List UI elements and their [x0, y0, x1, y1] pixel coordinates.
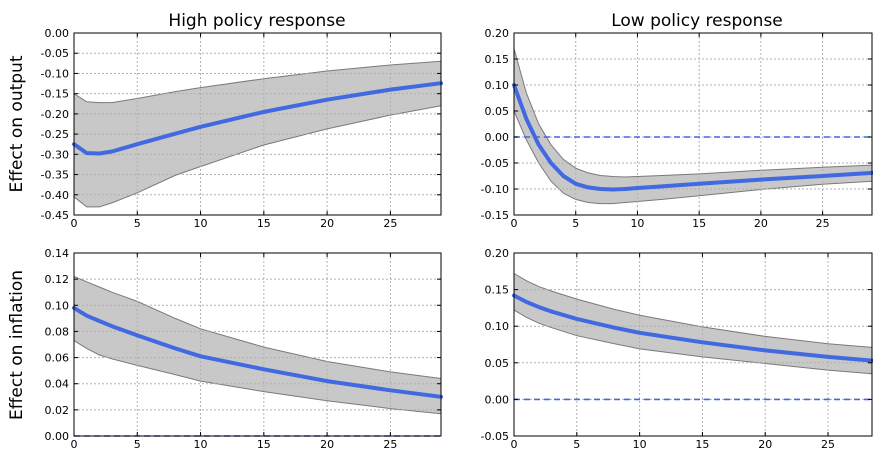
x-tick-label: 15 — [257, 217, 271, 230]
band-upper-edge — [73, 276, 442, 379]
x-tick-label: 5 — [573, 438, 580, 451]
y-tick-label: 0.20 — [485, 247, 510, 260]
col-title-low: Low policy response — [611, 11, 783, 31]
confidence-band — [74, 61, 441, 207]
x-tick-label: 0 — [511, 438, 518, 451]
x-tick-label: 15 — [257, 438, 271, 451]
y-tick-label: -0.05 — [481, 157, 509, 170]
x-tick-label: 15 — [692, 217, 706, 230]
panel-low-output: 0 5 10 15 20 25 -0.15 -0.10 -0.05 0.00 0.05 0.10 0.1… — [481, 27, 873, 230]
x-tick-label: 20 — [320, 217, 334, 230]
band-upper-edge — [513, 273, 873, 348]
y-tick-label: 0.02 — [45, 404, 70, 417]
row-label-output: Effect on output — [7, 55, 27, 192]
y-tick-label: -0.05 — [481, 430, 509, 443]
axes-frame — [513, 32, 873, 216]
x-tick-label: 10 — [194, 438, 208, 451]
series-line — [72, 305, 443, 399]
x-tick-label: 5 — [572, 217, 579, 230]
col-title-high: High policy response — [168, 11, 345, 31]
x-tick-label: 10 — [630, 217, 644, 230]
y-tick-label: -0.35 — [41, 169, 69, 182]
series-line — [512, 293, 873, 363]
band-lower-edge — [513, 309, 873, 375]
x-tick-label: 25 — [816, 217, 830, 230]
y-tick-label: -0.10 — [481, 183, 509, 196]
x-tick-label: 20 — [754, 217, 768, 230]
axes-frame — [513, 252, 873, 437]
panel-high-output: 0 5 10 15 20 25 -0.45 -0.40 -0.35 -0.30 -0.25 -0.20… — [41, 27, 443, 230]
y-tick-label: -0.45 — [41, 209, 69, 222]
y-tick-label: 0.15 — [485, 53, 510, 66]
y-tick-label: 0.00 — [45, 430, 70, 443]
y-tick-label: 0.14 — [45, 247, 70, 260]
y-tick-label: -0.20 — [41, 108, 69, 121]
x-tick-label: 25 — [383, 438, 397, 451]
series-line — [512, 83, 873, 192]
confidence-band — [514, 273, 872, 374]
y-tick-label: 0.00 — [485, 131, 510, 144]
y-tick-label: 0.10 — [45, 299, 70, 312]
y-tick-label: -0.10 — [41, 67, 69, 80]
y-tick-label: 0.05 — [485, 105, 510, 118]
y-tick-label: 0.05 — [485, 357, 510, 370]
y-tick-label: 0.04 — [45, 378, 70, 391]
y-tick-label: -0.30 — [41, 148, 69, 161]
row-label-inflation: Effect on inflation — [7, 270, 27, 420]
panel-low-inflation: 0 5 10 15 20 25 -0.05 0.00 0.05 0.10 0.15 0.20 — [481, 247, 873, 451]
band-lower-edge — [73, 340, 442, 415]
band-lower-edge — [73, 105, 442, 208]
y-tick-label: 0.10 — [485, 79, 510, 92]
band-upper-edge — [513, 48, 873, 178]
y-tick-label: -0.40 — [41, 189, 69, 202]
series-line — [72, 81, 443, 156]
band-lower-edge — [513, 110, 873, 205]
y-tick-label: -0.05 — [41, 47, 69, 60]
x-tick-label: 0 — [71, 217, 78, 230]
band-upper-edge — [73, 60, 442, 104]
y-tick-label: 0.08 — [45, 325, 70, 338]
x-tick-label: 0 — [511, 217, 518, 230]
y-tick-label: -0.25 — [41, 128, 69, 141]
x-tick-label: 10 — [633, 438, 647, 451]
confidence-band — [74, 276, 441, 414]
x-tick-label: 5 — [134, 217, 141, 230]
y-tick-label: -0.15 — [41, 88, 69, 101]
y-tick-label: 0.06 — [45, 352, 70, 365]
axes-frame — [73, 252, 442, 437]
x-tick-label: 20 — [320, 438, 334, 451]
x-tick-label: 10 — [194, 217, 208, 230]
y-tick-label: 0.15 — [485, 284, 510, 297]
x-tick-label: 5 — [134, 438, 141, 451]
y-tick-label: 0.20 — [485, 27, 510, 40]
y-tick-label: 0.12 — [45, 273, 70, 286]
x-tick-label: 0 — [71, 438, 78, 451]
x-tick-label: 20 — [758, 438, 772, 451]
y-tick-label: 0.00 — [485, 393, 510, 406]
panel-high-inflation: 0 5 10 15 20 25 0.00 0.02 0.04 0.06 0.08 0.10 0.12 0.… — [45, 247, 443, 451]
x-tick-label: 15 — [695, 438, 709, 451]
y-tick-label: 0.00 — [45, 27, 70, 40]
y-tick-label: -0.15 — [481, 209, 509, 222]
x-tick-label: 25 — [821, 438, 835, 451]
axes-frame — [73, 32, 442, 216]
x-tick-label: 25 — [383, 217, 397, 230]
y-tick-label: 0.10 — [485, 320, 510, 333]
